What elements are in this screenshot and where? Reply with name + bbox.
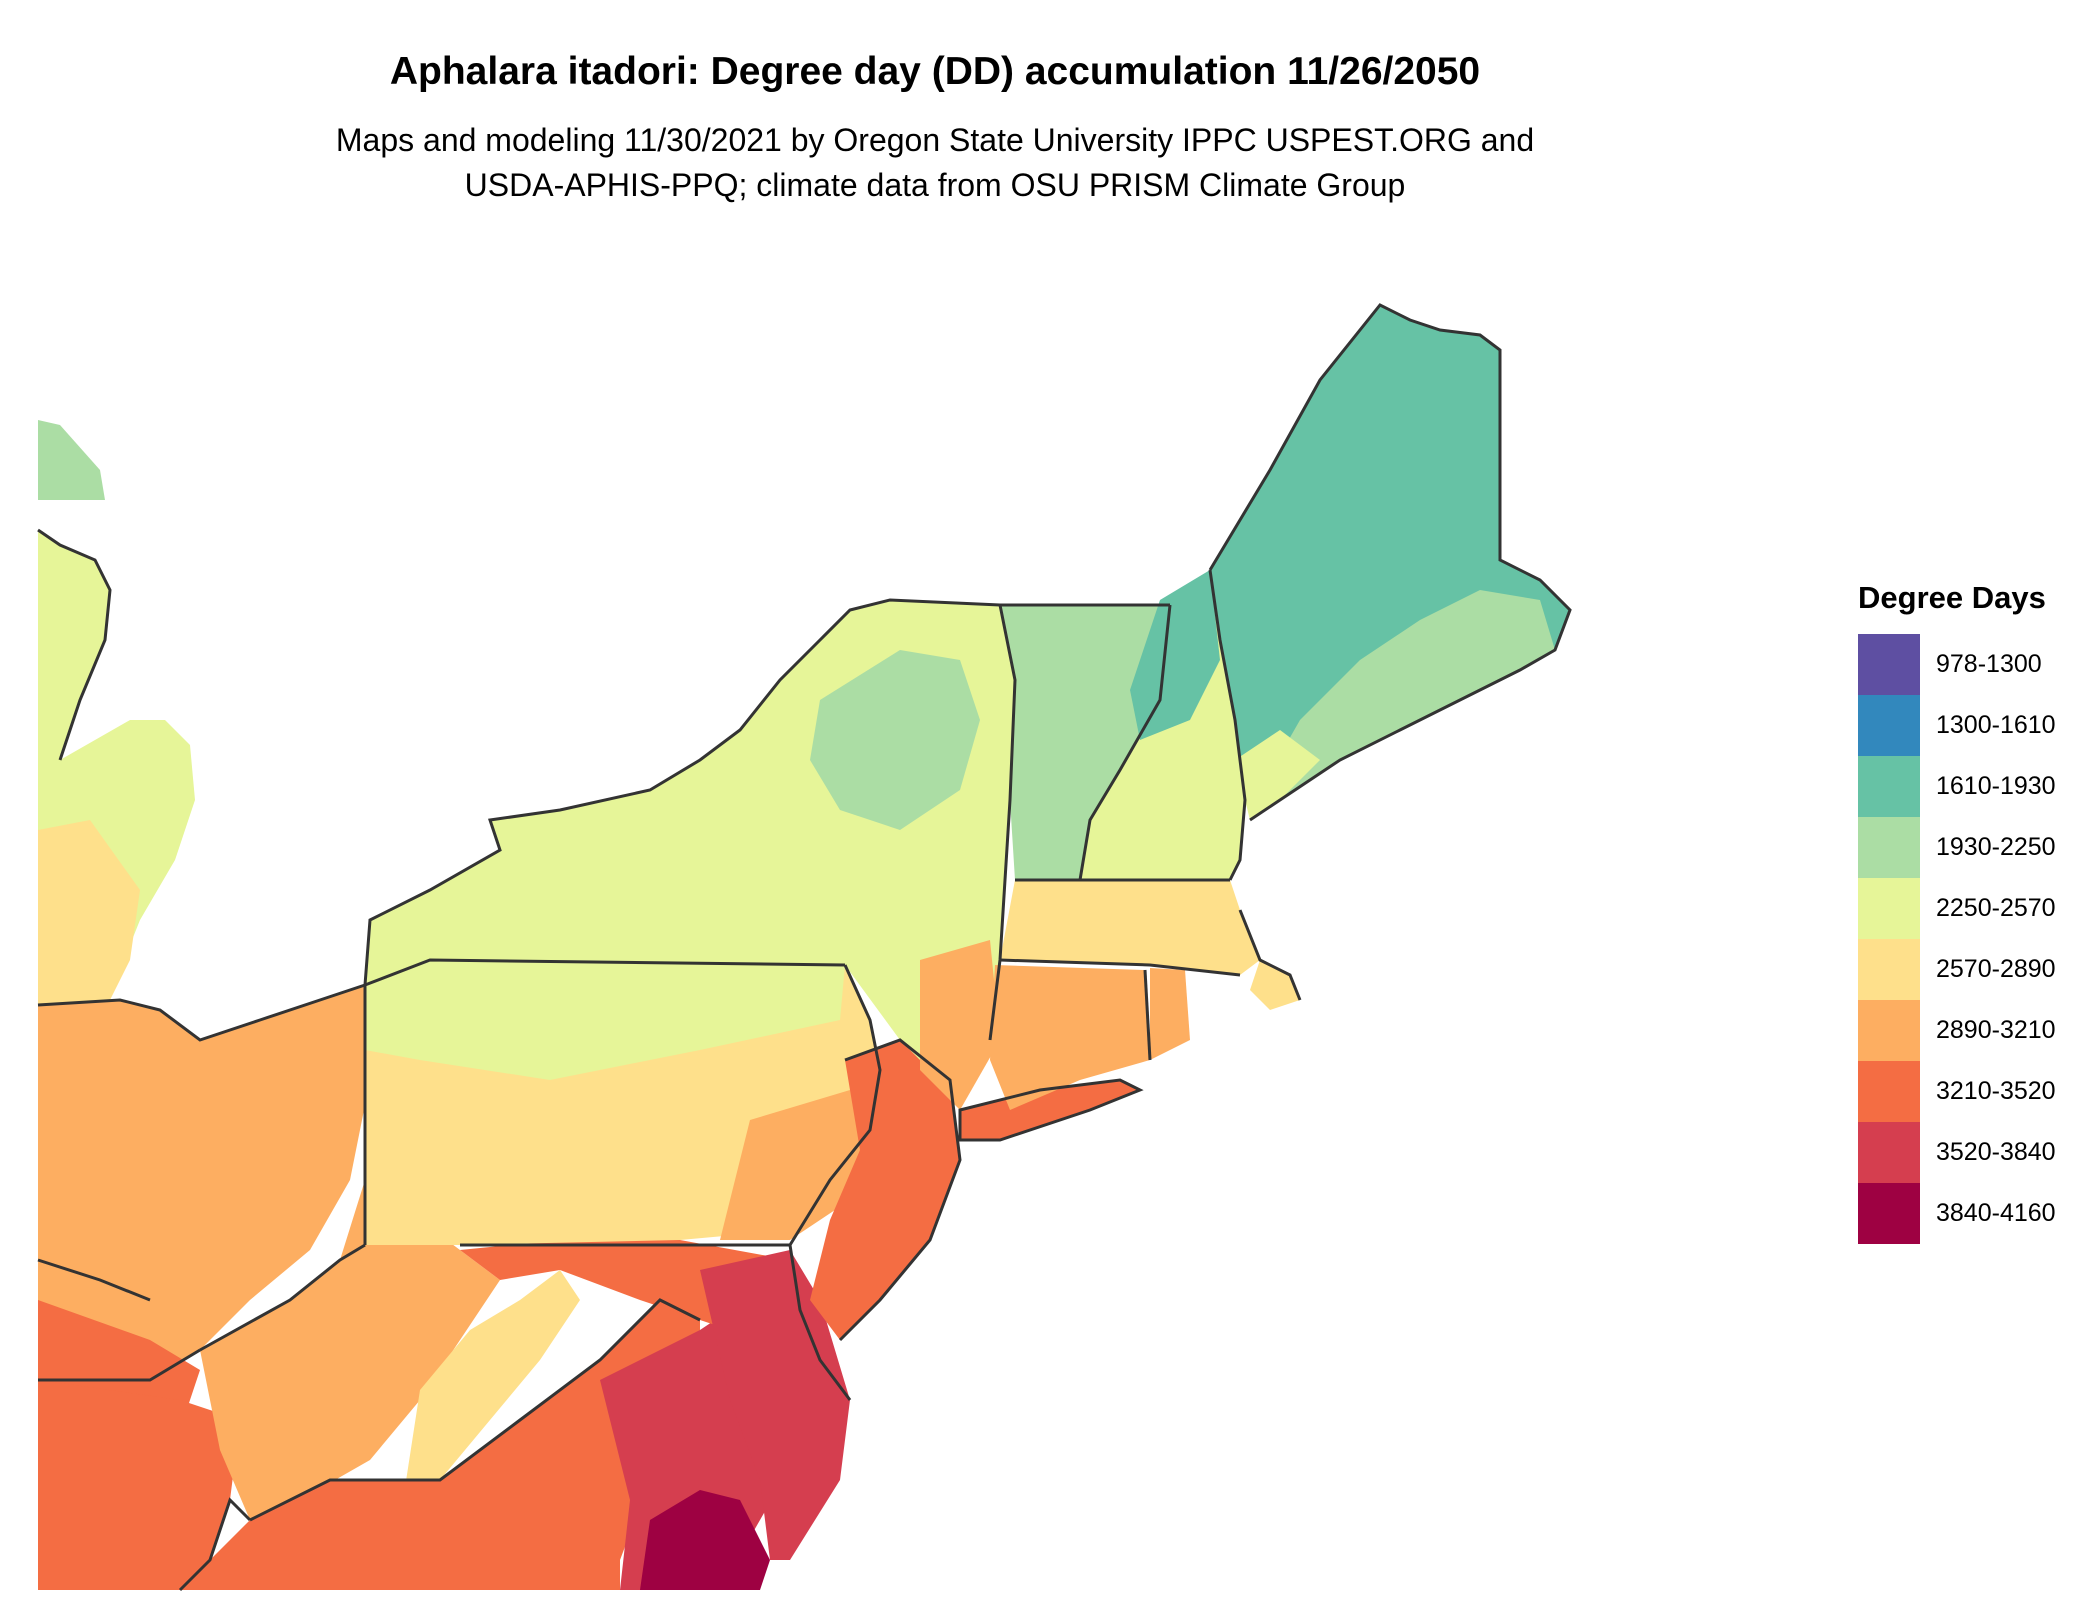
legend-item: 1300-1610: [1858, 695, 2056, 756]
virginia-region: [180, 1300, 700, 1590]
legend-swatch: [1858, 1000, 1920, 1061]
map-title: Aphalara itadori: Degree day (DD) accumu…: [389, 50, 1481, 93]
legend-swatch: [1858, 756, 1920, 817]
maine-region: [1210, 305, 1570, 820]
west-virginia-region: [200, 1180, 500, 1520]
legend-label: 2250-2570: [1936, 894, 2056, 922]
vermont-region: [1000, 605, 1170, 880]
kentucky-region: [38, 1380, 240, 1590]
map-subtitle-line1: Maps and modeling 11/30/2021 by Oregon S…: [335, 122, 1535, 158]
michigan-south: [38, 820, 140, 1005]
maine-southwest: [1235, 730, 1320, 820]
delmarva-region: [700, 1250, 850, 1560]
new-jersey-region: [810, 1040, 960, 1340]
legend-label: 1300-1610: [1936, 711, 2056, 739]
pennsylvania-north: [365, 960, 845, 1080]
legend-swatch: [1858, 1183, 1920, 1244]
maine-coast: [1260, 590, 1555, 800]
white-mountains: [1130, 570, 1220, 740]
rhode-island-region: [1150, 968, 1190, 1060]
legend-item: 2890-3210: [1858, 1000, 2056, 1061]
legend-title: Degree Days: [1858, 580, 2046, 615]
legend-swatch: [1858, 1122, 1920, 1183]
map-subtitle-line2: USDA-APHIS-PPQ; climate data from OSU PR…: [464, 167, 1406, 203]
legend-swatch: [1858, 695, 1920, 756]
legend-label: 3210-3520: [1936, 1077, 2056, 1105]
legend-item: 3840-4160: [1858, 1183, 2056, 1244]
massachusetts-region: [1000, 880, 1260, 975]
legend-item: 978-1300: [1858, 634, 2056, 695]
virginia-tidewater: [640, 1490, 770, 1590]
legend-items: 978-1300 1300-1610 1610-1930 1930-2250 2250-…: [1858, 634, 2056, 1244]
legend-label: 978-1300: [1936, 650, 2042, 678]
legend-item: 2570-2890: [1858, 939, 2056, 1000]
legend-label: 1930-2250: [1936, 833, 2056, 861]
legend-item: 3520-3840: [1858, 1122, 2056, 1183]
legend-item: 1610-1930: [1858, 756, 2056, 817]
long-island: [960, 1080, 1140, 1140]
legend-label: 3840-4160: [1936, 1199, 2056, 1227]
legend-item: 1930-2250: [1858, 817, 2056, 878]
new-york-adirondacks: [810, 650, 980, 830]
ohio-region: [38, 985, 370, 1380]
legend-swatch: [1858, 878, 1920, 939]
connecticut-region: [990, 965, 1150, 1110]
legend-label: 2570-2890: [1936, 955, 2056, 983]
legend-swatch: [1858, 634, 1920, 695]
legend-swatch: [1858, 1061, 1920, 1122]
new-york-hudson: [920, 940, 1000, 1110]
legend-item: 3210-3520: [1858, 1061, 2056, 1122]
appalachian-ridge: [400, 1270, 580, 1520]
legend-label: 2890-3210: [1936, 1016, 2056, 1044]
legend-label: 3520-3840: [1936, 1138, 2056, 1166]
state-boundaries: [37, 303, 1572, 1592]
legend: Degree Days 978-1300 1300-1610 1610-1930 19…: [1858, 580, 2056, 1244]
upper-michigan: [38, 420, 105, 500]
legend-swatch: [1858, 939, 1920, 1000]
legend-label: 1610-1930: [1936, 772, 2056, 800]
legend-swatch: [1858, 817, 1920, 878]
legend-item: 2250-2570: [1858, 878, 2056, 939]
cape-cod: [1250, 960, 1300, 1010]
